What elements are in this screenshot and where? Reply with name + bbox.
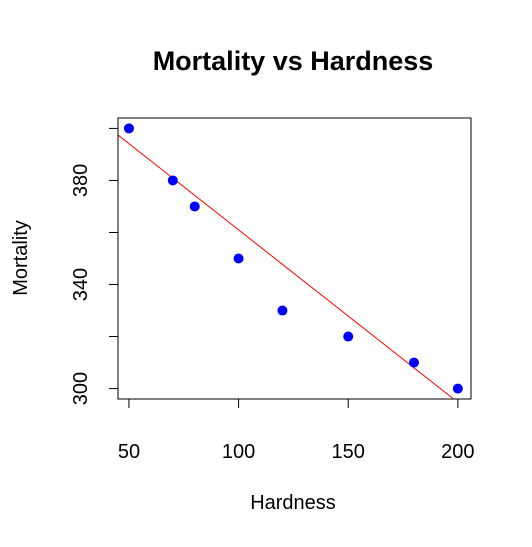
- y-tick-label: 300: [70, 372, 92, 405]
- data-point: [233, 253, 244, 264]
- data-point: [452, 383, 463, 394]
- data-point: [167, 175, 178, 186]
- chart-title: Mortality vs Hardness: [153, 46, 434, 76]
- y-axis: 300 340 380: [70, 127, 119, 405]
- data-points: [123, 123, 463, 394]
- plot-frame: [117, 117, 472, 400]
- x-tick-label: 150: [332, 441, 365, 463]
- data-point: [123, 123, 134, 134]
- x-axis: 50 100 150 200: [118, 398, 475, 463]
- data-point: [277, 305, 288, 316]
- y-tick-label: 340: [70, 268, 92, 301]
- data-point: [189, 201, 200, 212]
- x-tick-label: 200: [441, 441, 474, 463]
- x-tick-label: 100: [222, 441, 255, 463]
- regression-line: [117, 134, 454, 400]
- y-tick-label: 380: [70, 164, 92, 197]
- x-tick-label: 50: [118, 441, 140, 463]
- data-point: [408, 357, 419, 368]
- data-point: [343, 331, 354, 342]
- y-axis-label: Mortality: [10, 220, 32, 296]
- regression-line-layer: [117, 134, 454, 400]
- x-axis-label: Hardness: [250, 492, 336, 514]
